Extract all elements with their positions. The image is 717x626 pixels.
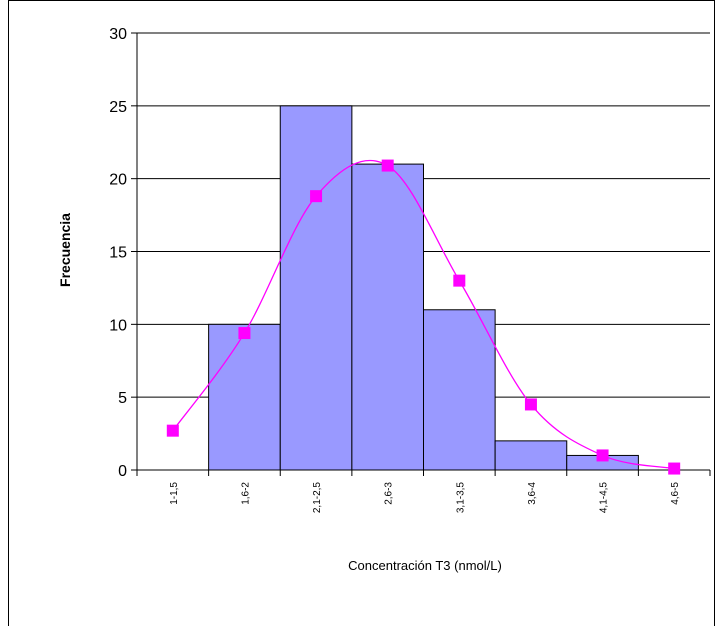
curve-marker <box>310 190 323 203</box>
curve-marker <box>453 274 466 287</box>
x-tick-label: 1,6-2 <box>240 482 251 505</box>
y-axis-title: Frecuencia <box>57 213 73 287</box>
y-tick-label: 5 <box>118 390 127 407</box>
curve-marker <box>166 424 179 437</box>
y-tick-label: 30 <box>109 26 127 43</box>
y-tick-label: 0 <box>118 463 127 480</box>
bars <box>208 105 639 471</box>
bar <box>351 163 424 471</box>
curve-markers <box>166 159 681 475</box>
bar <box>208 323 281 471</box>
bar <box>279 105 353 471</box>
x-tick-label: 4,1-4,5 <box>599 482 610 514</box>
x-axis-title: Concentración T3 (nmol/L) <box>348 558 502 573</box>
y-tick-label: 15 <box>109 245 127 262</box>
bar <box>494 440 568 471</box>
x-tick-label: 2,1-2,5 <box>312 482 323 514</box>
curve-marker <box>668 462 681 475</box>
bar <box>423 309 496 471</box>
x-tick-label: 2,6-3 <box>384 482 395 505</box>
curve-marker <box>596 449 609 462</box>
y-tick-label: 25 <box>109 99 127 116</box>
x-tick-labels: 1-1,5 1,6-2 2,1-2,5 2,6-3 3,1-3,5 3,6-4 4,1-4,… <box>169 482 681 514</box>
x-tick-label: 1-1,5 <box>169 482 180 505</box>
y-tick-labels: 0 5 10 15 20 25 30 <box>109 26 127 480</box>
y-tick-label: 10 <box>109 317 127 334</box>
y-tick-label: 20 <box>109 172 127 189</box>
x-tick-label: 4,6-5 <box>670 482 681 505</box>
axes <box>136 33 711 476</box>
curve-marker <box>524 398 537 411</box>
x-tick-label: 3,6-4 <box>527 482 538 505</box>
curve-marker <box>238 327 251 340</box>
x-tick-label: 3,1-3,5 <box>455 482 466 514</box>
curve-marker <box>381 159 394 172</box>
